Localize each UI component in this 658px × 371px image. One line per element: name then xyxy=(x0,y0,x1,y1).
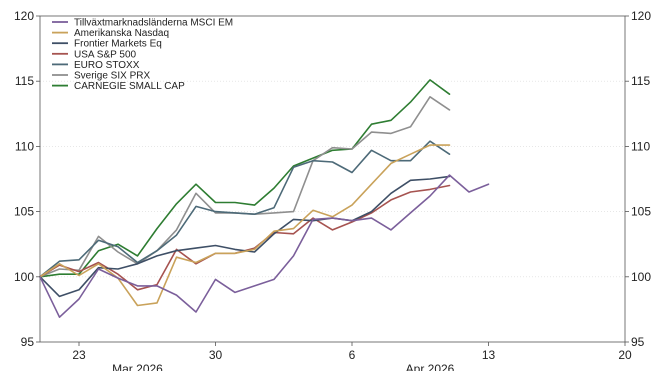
y-tick-label-right: 95 xyxy=(631,335,645,349)
series-line-usa-s-p-500 xyxy=(39,184,451,291)
x-month-label: Apr 2026 xyxy=(406,362,455,371)
y-tick-label-left: 95 xyxy=(21,335,35,349)
y-tick-label-left: 100 xyxy=(14,270,34,284)
y-tick-label-right: 120 xyxy=(631,9,651,23)
y-tick-label-left: 120 xyxy=(14,9,34,23)
legend-label: Amerikanska Nasdaq xyxy=(74,28,169,39)
x-tick-label: 30 xyxy=(209,348,223,362)
y-tick-label-left: 115 xyxy=(15,74,34,88)
legend-label: EURO STOXX xyxy=(74,60,140,71)
x-tick-label: 20 xyxy=(618,348,632,362)
x-tick-label: 13 xyxy=(482,348,496,362)
legend-label: Sverige SIX PRX xyxy=(74,71,150,82)
axis-layer: 95 95 100 100 105 105 110 110 115 115 120 120 23 30 6 1… xyxy=(14,9,651,371)
series-layer xyxy=(39,79,490,319)
y-tick-label-right: 100 xyxy=(631,270,651,284)
x-tick-label: 23 xyxy=(72,348,86,362)
series-line-tillv-xtmarknadsl-nderna-msci-em xyxy=(39,174,490,319)
series-line-carnegie-small-cap xyxy=(39,79,451,278)
y-tick-label-right: 115 xyxy=(631,74,650,88)
y-tick-label-left: 105 xyxy=(14,205,34,219)
series-line-amerikanska-nasdaq xyxy=(39,144,451,307)
legend-label: USA S&P 500 xyxy=(74,49,137,60)
series-line-euro-stoxx xyxy=(39,140,451,278)
plot-frame xyxy=(39,15,626,343)
legend-label: Tillväxtmarknadsländerna MSCI EM xyxy=(74,18,233,29)
grid-layer xyxy=(40,80,625,278)
y-tick-label-left: 110 xyxy=(15,139,34,153)
x-tick-label: 6 xyxy=(349,348,356,362)
series-line-frontier-markets-eq xyxy=(39,175,451,298)
legend-label: CARNEGIE SMALL CAP xyxy=(74,81,185,92)
y-tick-label-right: 105 xyxy=(631,205,651,219)
legend: Tillväxtmarknadsländerna MSCI EMAmerikan… xyxy=(52,18,233,92)
y-tick-label-right: 110 xyxy=(631,139,650,153)
x-month-label: Mar 2026 xyxy=(112,362,163,371)
legend-label: Frontier Markets Eq xyxy=(74,39,162,50)
